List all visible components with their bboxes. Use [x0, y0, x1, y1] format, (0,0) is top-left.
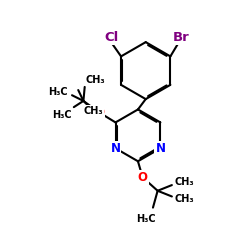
- Text: CH₃: CH₃: [84, 106, 103, 116]
- Text: N: N: [156, 142, 166, 155]
- Text: CH₃: CH₃: [174, 194, 194, 204]
- Text: Br: Br: [172, 31, 189, 44]
- Text: H₃C: H₃C: [52, 110, 72, 120]
- Text: H₃C: H₃C: [136, 214, 156, 224]
- Text: CH₃: CH₃: [174, 177, 194, 187]
- Text: N: N: [110, 142, 120, 155]
- Text: H₃C: H₃C: [48, 87, 67, 97]
- Text: O: O: [94, 106, 104, 119]
- Text: O: O: [138, 171, 147, 184]
- Text: Cl: Cl: [105, 31, 119, 44]
- Text: CH₃: CH₃: [86, 75, 105, 85]
